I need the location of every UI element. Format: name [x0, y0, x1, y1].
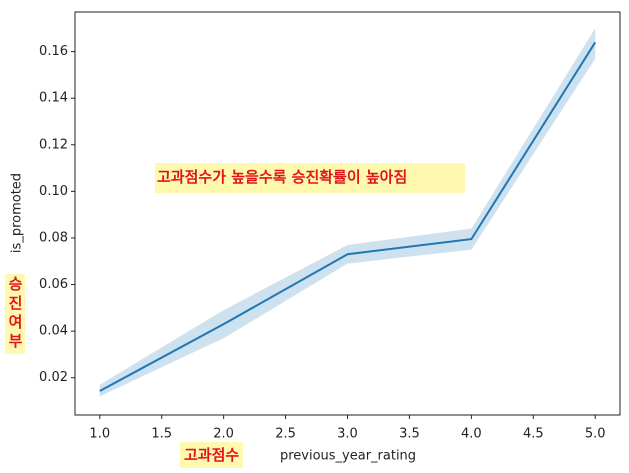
y-tick-label: 0.06: [39, 277, 68, 292]
y-tick-label: 0.16: [39, 44, 68, 59]
y-tick-label: 0.10: [39, 184, 68, 199]
confidence-band: [99, 28, 596, 397]
y-tick-label: 0.08: [39, 230, 68, 245]
x-axis-label: previous_year_rating: [280, 449, 416, 464]
line: [99, 41, 597, 392]
annotation: 고과점수: [180, 442, 244, 468]
y-tick-label: 0.12: [39, 137, 68, 152]
x-tick-label: 3.0: [337, 427, 358, 442]
y-tick-label: 0.02: [39, 370, 68, 385]
y-axis-label: is_promoted: [10, 173, 25, 253]
x-tick-label: 2.0: [213, 427, 234, 442]
y-tick-label: 0.04: [39, 324, 68, 339]
x-tick-label: 1.5: [151, 427, 172, 442]
x-tick-label: 4.5: [523, 427, 544, 442]
x-tick-label: 3.5: [399, 427, 420, 442]
y-tick-label: 0.14: [39, 91, 68, 106]
x-tick-label: 5.0: [585, 427, 606, 442]
annotation: 승진여부: [5, 274, 25, 354]
plot-frame: [74, 11, 621, 416]
x-tick-label: 2.5: [275, 427, 296, 442]
annotation: 고과점수가 높을수록 승진확률이 높아짐: [155, 163, 465, 193]
x-tick-label: 1.0: [89, 427, 110, 442]
x-tick-label: 4.0: [461, 427, 482, 442]
